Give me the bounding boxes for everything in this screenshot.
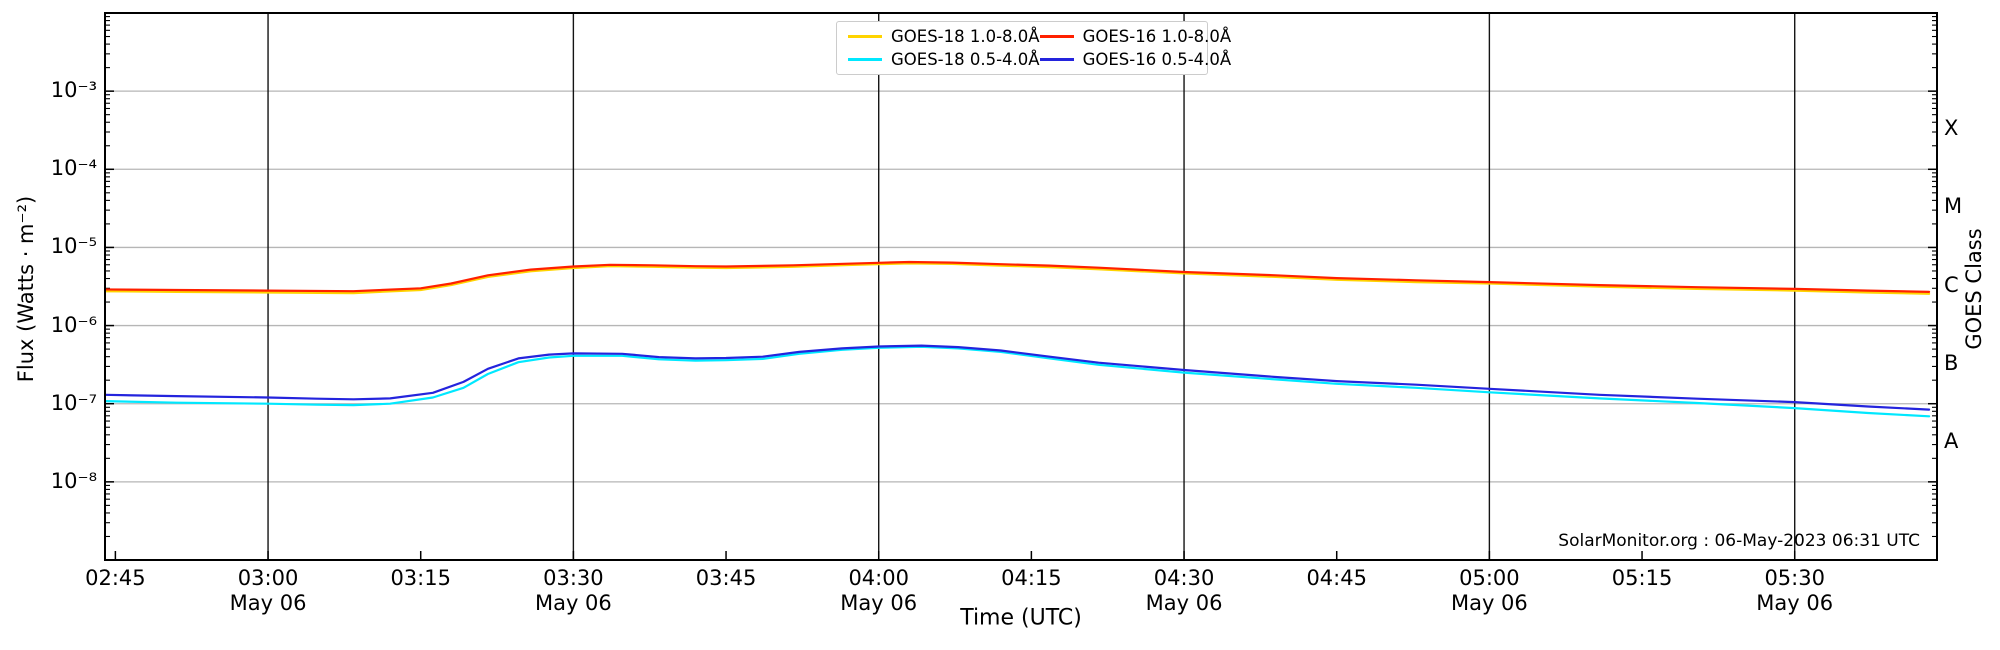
x-tick-time: 02:45 <box>85 566 146 590</box>
goes-class-letter: M <box>1944 194 1963 219</box>
x-tick-label: 03:45 <box>651 566 801 591</box>
x-tick-time: 05:15 <box>1611 566 1673 590</box>
x-tick-label: 05:15 <box>1567 566 1717 591</box>
x-tick-label: 04:30 May 06 <box>1109 566 1259 616</box>
x-tick-date: May 06 <box>1450 591 1528 615</box>
y-tick-label: 10⁻⁶ <box>50 312 97 337</box>
legend-label-goes18-short: GOES-18 0.5-4.0Å <box>891 50 1040 69</box>
x-tick-time: 05:00 <box>1459 566 1520 590</box>
x-tick-label: 04:00 May 06 <box>804 566 954 616</box>
legend-item-goes16-short: GOES-16 0.5-4.0Å <box>1039 49 1232 71</box>
y-tick-label: 10⁻⁷ <box>50 390 97 415</box>
x-tick-time: 04:15 <box>1001 566 1062 590</box>
y-tick-label: 10⁻⁸ <box>50 468 97 493</box>
x-tick-date: May 06 <box>229 591 307 615</box>
x-tick-label: 02:45 <box>40 566 190 591</box>
x-tick-time: 05:30 <box>1764 566 1825 590</box>
x-tick-label: 03:30 May 06 <box>498 566 648 616</box>
x-tick-date: May 06 <box>534 591 612 615</box>
x-tick-date: May 06 <box>840 591 918 615</box>
legend-item-goes16-long: GOES-16 1.0-8.0Å <box>1039 26 1232 48</box>
y-tick-label: 10⁻⁴ <box>50 156 97 181</box>
legend-label-goes18-long: GOES-18 1.0-8.0Å <box>891 27 1040 46</box>
legend-item-goes18-short: GOES-18 0.5-4.0Å <box>848 49 1040 71</box>
legend-column-goes18: GOES-18 1.0-8.0Å GOES-18 0.5-4.0Å <box>848 25 1040 71</box>
plot-frame <box>104 12 1938 561</box>
right-axis-label: GOES Class <box>1962 228 1986 350</box>
legend-label-goes16-short: GOES-16 0.5-4.0Å <box>1082 50 1232 69</box>
series-line-goes-18-0-5-4-0 <box>105 345 1931 418</box>
x-tick-time: 04:30 <box>1153 566 1215 590</box>
x-tick-date: May 06 <box>1145 591 1223 615</box>
watermark-text: SolarMonitor.org : 06-May-2023 06:31 UTC <box>1558 531 1920 551</box>
goes-class-letter: C <box>1944 272 1959 297</box>
y-axis-label: Flux (Watts · m⁻²) <box>14 195 38 383</box>
x-tick-time: 04:45 <box>1306 566 1367 590</box>
x-tick-label: 05:00 May 06 <box>1414 566 1564 616</box>
x-tick-label: 04:15 <box>956 566 1106 591</box>
goes-class-letter: X <box>1944 116 1959 141</box>
series-line-goes-18-1-0-8-0 <box>105 262 1931 295</box>
legend: GOES-18 1.0-8.0Å GOES-18 0.5-4.0Å GOES-1… <box>836 21 1231 75</box>
x-axis-label: Time (UTC) <box>960 605 1082 631</box>
x-tick-label: 03:00 May 06 <box>193 566 343 616</box>
x-tick-time: 03:15 <box>390 566 451 590</box>
goes-class-letter: B <box>1944 350 1959 375</box>
x-tick-time: 03:45 <box>695 566 757 590</box>
legend-column-goes16: GOES-16 1.0-8.0Å GOES-16 0.5-4.0Å <box>1039 25 1232 71</box>
series-line-goes-16-0-5-4-0 <box>105 344 1931 411</box>
series-line-goes-16-1-0-8-0 <box>105 260 1931 293</box>
legend-item-goes18-long: GOES-18 1.0-8.0Å <box>848 26 1040 48</box>
x-tick-time: 03:30 <box>543 566 604 590</box>
legend-swatch-goes18-short <box>848 58 882 61</box>
y-tick-label: 10⁻³ <box>50 78 97 103</box>
x-tick-label: 04:45 <box>1262 566 1412 591</box>
x-tick-date: May 06 <box>1756 591 1834 615</box>
y-tick-label: 10⁻⁵ <box>50 234 97 259</box>
x-tick-label: 03:15 <box>346 566 496 591</box>
legend-label-goes16-long: GOES-16 1.0-8.0Å <box>1082 27 1232 46</box>
x-tick-time: 04:00 <box>848 566 909 590</box>
x-tick-label: 05:30 May 06 <box>1720 566 1870 616</box>
legend-swatch-goes18-long <box>848 35 882 38</box>
legend-swatch-goes16-short <box>1039 58 1074 61</box>
goes-class-letter: A <box>1944 428 1959 453</box>
legend-swatch-goes16-long <box>1039 35 1074 38</box>
x-tick-time: 03:00 <box>237 566 299 590</box>
